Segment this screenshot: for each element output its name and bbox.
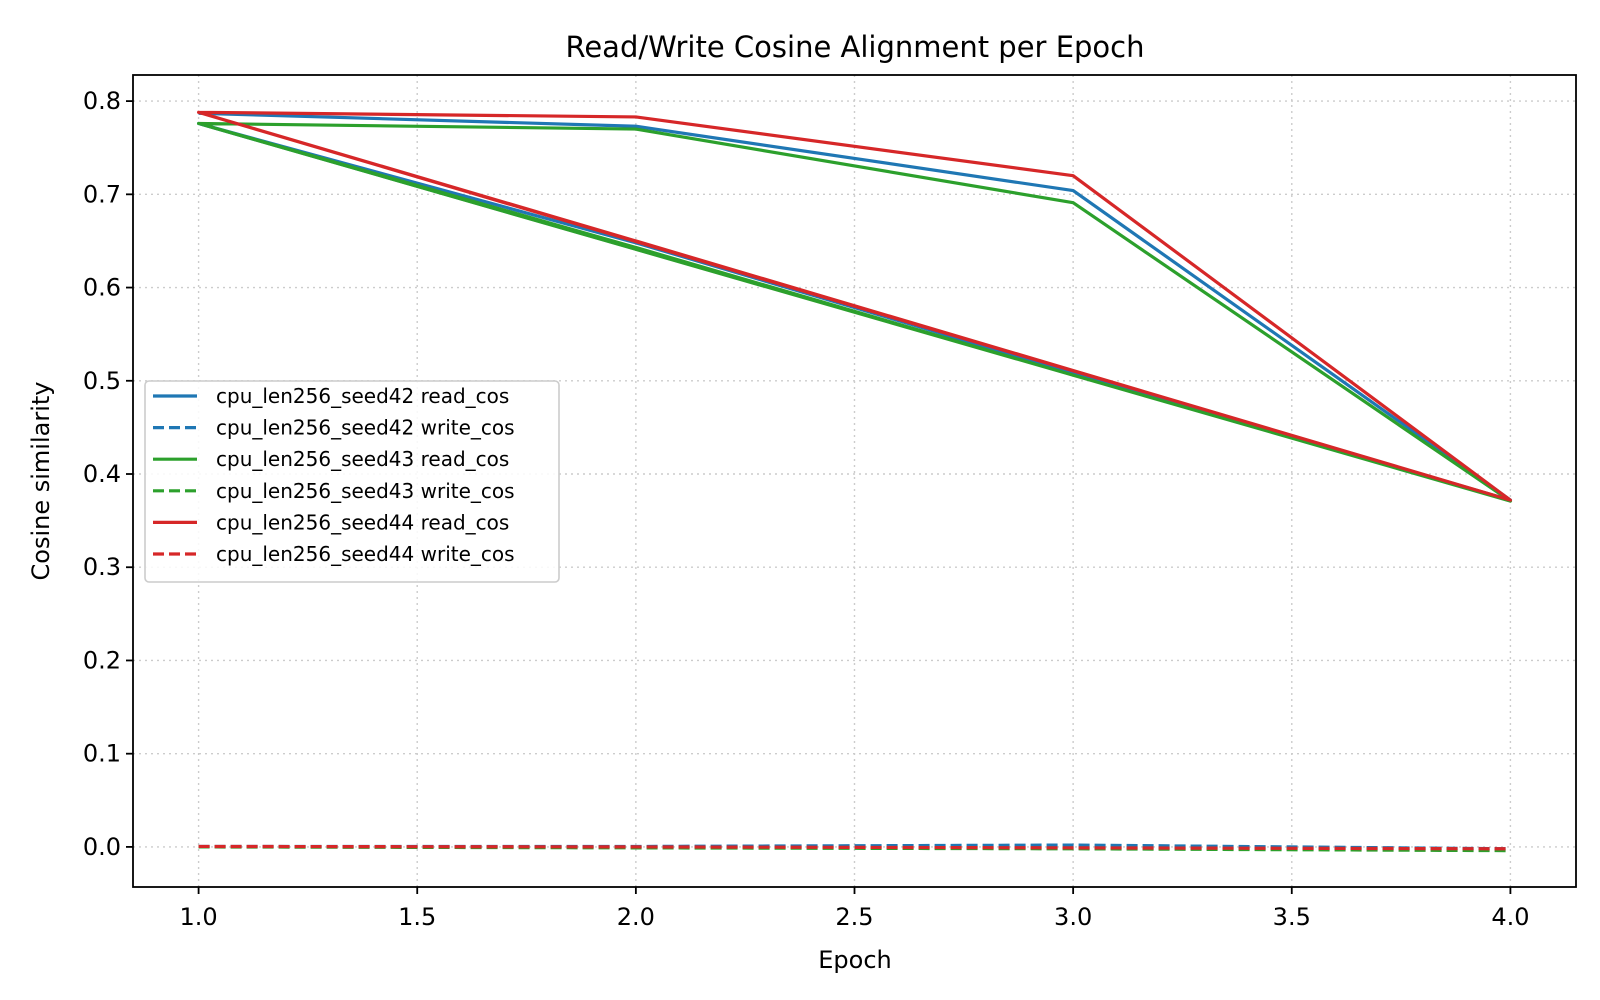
legend-box: [144, 380, 560, 583]
legend-label: cpu_len256_seed43 read_cos: [216, 447, 509, 471]
y-tick-label: 0.2: [83, 646, 121, 674]
x-tick-label: 3.0: [1054, 903, 1092, 931]
y-tick-label: 0.5: [83, 367, 121, 395]
legend: cpu_len256_seed42 read_cos cpu_len256_see…: [144, 380, 560, 583]
axis-ticks: 1.0 1.5 2.0 2.5 3.0 3.5 4.0 0.0 0.1 0.2 0.3 0.4 0.5 0…: [83, 87, 1530, 931]
legend-label: cpu_len256_seed42 read_cos: [216, 384, 509, 408]
x-tick-label: 2.5: [835, 903, 873, 931]
x-tick-label: 3.5: [1273, 903, 1311, 931]
legend-label: cpu_len256_seed42 write_cos: [216, 416, 515, 440]
x-tick-label: 1.0: [180, 903, 218, 931]
y-tick-label: 0.7: [83, 180, 121, 208]
x-axis-title: Epoch: [818, 946, 892, 974]
x-tick-label: 1.5: [398, 903, 436, 931]
y-tick-label: 0.6: [83, 274, 121, 302]
y-tick-label: 0.8: [83, 87, 121, 115]
legend-label: cpu_len256_seed44 write_cos: [216, 542, 515, 566]
x-tick-label: 2.0: [617, 903, 655, 931]
legend-label: cpu_len256_seed44 read_cos: [216, 510, 509, 534]
y-tick-label: 0.0: [83, 833, 121, 861]
y-tick-label: 0.3: [83, 553, 121, 581]
legend-label: cpu_len256_seed43 write_cos: [216, 479, 515, 503]
series-line: [198, 844, 1511, 851]
y-axis-title: Cosine similarity: [27, 382, 55, 581]
series-line: [196, 121, 1513, 503]
y-tick-label: 0.4: [83, 460, 121, 488]
x-tick-label: 4.0: [1491, 903, 1529, 931]
y-tick-label: 0.1: [83, 740, 121, 768]
series-line: [196, 110, 1513, 502]
chart-title: Read/Write Cosine Alignment per Epoch: [565, 30, 1144, 64]
plot-series: [196, 110, 1513, 853]
